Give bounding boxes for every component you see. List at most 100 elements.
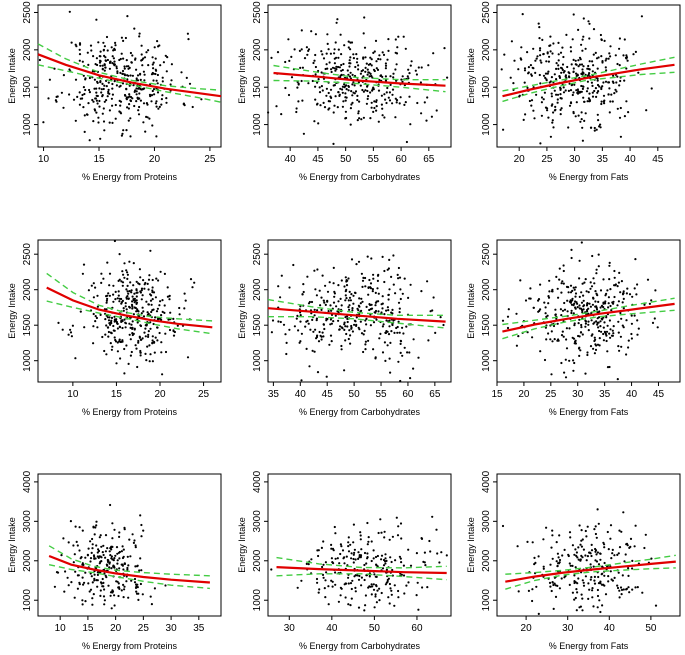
data-point: [600, 102, 603, 106]
data-point: [120, 550, 123, 553]
data-point: [417, 356, 420, 359]
data-point: [581, 333, 584, 336]
data-point: [121, 281, 125, 284]
data-point: [586, 100, 589, 103]
data-point: [337, 48, 340, 51]
data-point: [623, 560, 626, 563]
data-point: [601, 61, 604, 64]
data-point: [555, 93, 558, 96]
data-point: [357, 112, 360, 115]
data-point: [343, 44, 346, 47]
data-point: [343, 369, 346, 372]
data-point: [353, 84, 356, 87]
data-point: [101, 95, 104, 98]
data-point: [329, 95, 332, 98]
data-point: [95, 111, 98, 114]
data-point: [395, 63, 398, 66]
data-point: [121, 284, 124, 287]
data-point: [68, 10, 71, 13]
data-point: [341, 105, 344, 108]
data-point: [597, 300, 600, 303]
data-point: [112, 559, 115, 562]
data-point: [270, 568, 273, 571]
y-tick-label: 2000: [252, 549, 263, 572]
data-point: [407, 296, 410, 299]
data-point: [539, 82, 542, 85]
data-point: [340, 348, 343, 351]
data-point: [539, 350, 542, 353]
data-point: [392, 283, 395, 286]
data-point: [322, 323, 325, 326]
data-point: [355, 263, 358, 266]
data-point: [79, 97, 82, 100]
data-point: [352, 553, 355, 556]
data-point: [386, 306, 389, 309]
data-point: [99, 581, 103, 584]
data-point: [353, 92, 356, 95]
data-point: [128, 95, 131, 98]
data-point: [145, 323, 148, 326]
data-point: [580, 554, 583, 558]
data-point: [578, 304, 581, 307]
data-point: [337, 600, 340, 603]
data-point: [568, 76, 571, 79]
data-point: [314, 53, 317, 57]
data-point: [90, 284, 93, 287]
data-point: [554, 308, 557, 311]
data-point: [599, 289, 603, 292]
data-point: [595, 268, 598, 271]
data-point: [368, 278, 371, 282]
data-point: [96, 102, 99, 105]
data-point: [585, 559, 588, 562]
data-point: [576, 91, 579, 94]
data-point: [111, 55, 114, 58]
data-point: [640, 15, 644, 18]
data-point: [344, 276, 347, 279]
data-point: [122, 129, 125, 132]
data-point: [592, 605, 595, 608]
data-point: [91, 597, 94, 600]
data-point: [530, 74, 534, 77]
data-point: [102, 544, 105, 547]
data-point: [186, 32, 189, 35]
y-tick-label: 1000: [252, 589, 263, 612]
data-point: [130, 323, 133, 326]
data-point: [398, 555, 401, 558]
data-point: [316, 268, 319, 271]
data-point: [117, 551, 121, 554]
data-point: [366, 521, 369, 525]
data-point: [513, 59, 516, 62]
data-point: [369, 117, 372, 120]
data-point: [125, 308, 128, 311]
data-point: [611, 548, 614, 552]
data-point: [111, 104, 114, 107]
data-point: [618, 64, 621, 67]
data-point: [386, 268, 389, 271]
data-point: [147, 278, 151, 281]
data-point: [369, 324, 372, 327]
data-point: [568, 72, 571, 75]
data-point: [331, 580, 334, 583]
data-point: [595, 553, 598, 556]
data-point: [84, 600, 87, 603]
data-point: [56, 571, 60, 574]
data-point: [166, 295, 169, 298]
data-point: [572, 91, 575, 94]
data-point: [334, 557, 337, 560]
data-point: [335, 68, 338, 71]
data-point: [358, 100, 361, 103]
data-point: [315, 335, 319, 339]
data-point: [557, 53, 560, 56]
data-point: [186, 356, 190, 359]
data-point: [110, 348, 113, 351]
data-point: [296, 586, 299, 589]
data-point: [365, 305, 368, 308]
data-point: [391, 93, 394, 96]
data-point: [565, 347, 569, 350]
data-point: [102, 581, 105, 585]
data-point: [515, 312, 518, 315]
data-point: [364, 66, 367, 69]
data-point: [360, 576, 363, 579]
data-point: [623, 115, 627, 118]
